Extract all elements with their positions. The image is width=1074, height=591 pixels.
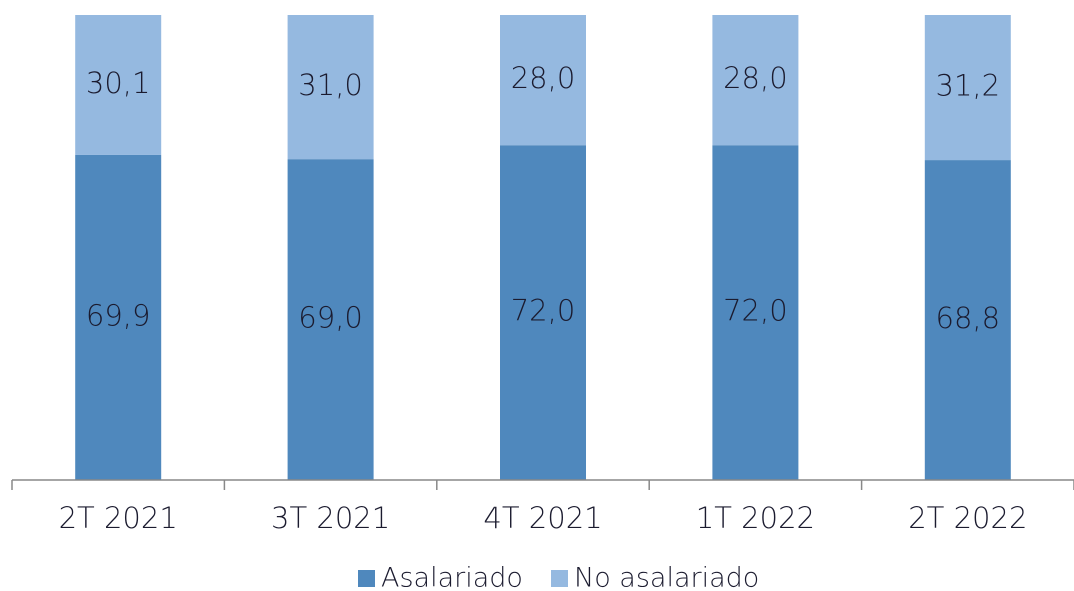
- legend-swatch: [358, 570, 375, 587]
- data-label: 30,1: [86, 66, 151, 100]
- bar-segment: [287, 159, 374, 480]
- bar-segment: [924, 15, 1011, 161]
- data-label: 72,0: [723, 294, 788, 328]
- data-label: 28,0: [723, 61, 788, 95]
- data-label: 68,8: [936, 301, 1001, 335]
- data-label: 28,0: [511, 61, 576, 95]
- data-label: 31,0: [298, 68, 363, 102]
- legend-label: Asalariado: [381, 563, 523, 591]
- bar-segment: [712, 145, 799, 480]
- x-tick-label: 1T 2022: [696, 501, 815, 535]
- legend-swatch: [551, 570, 568, 587]
- bar-segment: [500, 15, 586, 146]
- x-tick-label: 2T 2022: [908, 501, 1027, 535]
- bar-segment: [924, 160, 1011, 480]
- legend-label: No asalariado: [574, 563, 759, 591]
- bar-segment: [287, 15, 374, 160]
- bar-segment: [500, 145, 586, 480]
- x-tick-label: 4T 2021: [483, 501, 602, 535]
- bar-segment: [75, 154, 162, 480]
- data-label: 69,9: [86, 298, 151, 332]
- x-tick-label: 3T 2021: [271, 501, 390, 535]
- bar-segment: [712, 15, 799, 146]
- bar-segment: [75, 15, 162, 155]
- x-tick-label: 2T 2021: [59, 501, 178, 535]
- data-label: 69,0: [298, 301, 363, 335]
- data-label: 31,2: [936, 69, 1001, 103]
- data-label: 72,0: [511, 294, 576, 328]
